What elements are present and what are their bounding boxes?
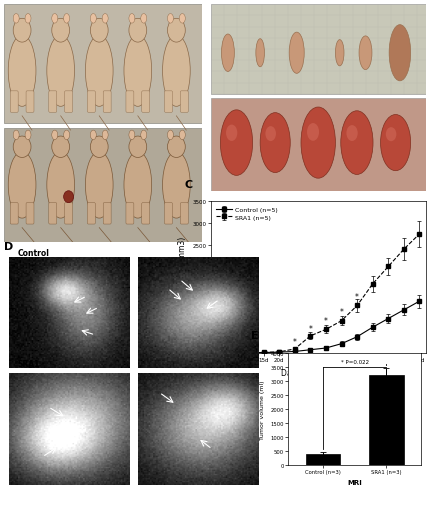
Text: Control: Control [17,248,49,257]
Y-axis label: Tumor volume (ml): Tumor volume (ml) [260,379,265,439]
Ellipse shape [141,15,147,24]
FancyBboxPatch shape [49,203,57,225]
Ellipse shape [52,131,58,140]
Ellipse shape [389,26,411,82]
Bar [369,376,404,465]
Text: *: * [324,317,328,326]
Legend: Control (n=5), SRA1 (n=5): Control (n=5), SRA1 (n=5) [214,205,280,223]
Ellipse shape [307,124,319,141]
Ellipse shape [64,15,70,24]
Ellipse shape [168,137,185,158]
Ellipse shape [220,111,253,176]
FancyBboxPatch shape [10,203,18,225]
Ellipse shape [335,40,344,67]
FancyBboxPatch shape [211,5,426,95]
Ellipse shape [381,115,411,171]
Ellipse shape [129,131,135,140]
Text: *: * [340,308,344,317]
Ellipse shape [289,33,304,74]
Ellipse shape [47,152,74,219]
Ellipse shape [260,114,290,173]
FancyBboxPatch shape [10,92,18,113]
FancyBboxPatch shape [64,203,73,225]
Ellipse shape [301,108,335,179]
FancyBboxPatch shape [87,92,95,113]
Text: SRA1: SRA1 [17,359,40,368]
Text: C: C [185,180,193,190]
Ellipse shape [265,127,276,142]
Ellipse shape [168,15,173,24]
Ellipse shape [25,131,31,140]
Ellipse shape [129,15,135,24]
Ellipse shape [13,131,19,140]
Ellipse shape [86,36,113,107]
Ellipse shape [179,15,185,24]
Ellipse shape [102,15,108,24]
X-axis label: MRI: MRI [347,479,362,485]
X-axis label: Days after injection: Days after injection [280,368,356,377]
Y-axis label: Tumor volume (mm3): Tumor volume (mm3) [178,237,187,319]
FancyBboxPatch shape [211,98,426,192]
Ellipse shape [13,15,19,24]
FancyBboxPatch shape [126,203,134,225]
FancyBboxPatch shape [142,92,150,113]
FancyBboxPatch shape [103,203,111,225]
Ellipse shape [64,131,70,140]
Ellipse shape [124,36,152,107]
Ellipse shape [52,19,70,43]
FancyBboxPatch shape [165,203,172,225]
Text: D: D [4,242,14,252]
Ellipse shape [90,131,96,140]
Ellipse shape [90,15,96,24]
Text: *: * [293,337,297,346]
FancyBboxPatch shape [180,203,188,225]
Ellipse shape [124,152,152,219]
Ellipse shape [163,152,190,219]
Text: E: E [251,330,258,340]
Ellipse shape [221,35,234,72]
Ellipse shape [129,19,147,43]
FancyBboxPatch shape [26,203,34,225]
Ellipse shape [168,19,185,43]
FancyBboxPatch shape [4,128,202,242]
Ellipse shape [90,137,108,158]
Ellipse shape [163,36,190,107]
FancyBboxPatch shape [4,5,202,124]
FancyBboxPatch shape [26,92,34,113]
Ellipse shape [25,15,31,24]
Bar [306,454,341,465]
Ellipse shape [226,125,237,142]
Ellipse shape [341,112,373,175]
Ellipse shape [90,19,108,43]
Ellipse shape [168,131,173,140]
Circle shape [64,191,74,203]
FancyBboxPatch shape [64,92,73,113]
Text: *: * [355,292,359,301]
Ellipse shape [13,137,31,158]
FancyBboxPatch shape [103,92,111,113]
Text: *: * [308,324,312,333]
FancyBboxPatch shape [180,92,188,113]
Ellipse shape [13,19,31,43]
Ellipse shape [8,152,36,219]
Ellipse shape [129,137,147,158]
Ellipse shape [359,37,372,70]
Ellipse shape [386,128,396,142]
Ellipse shape [141,131,147,140]
Text: * P=0.022: * P=0.022 [341,359,369,364]
FancyBboxPatch shape [165,92,172,113]
Ellipse shape [179,131,185,140]
Ellipse shape [8,36,36,107]
Ellipse shape [52,15,58,24]
FancyBboxPatch shape [87,203,95,225]
Ellipse shape [256,39,264,68]
Ellipse shape [47,36,74,107]
FancyBboxPatch shape [126,92,134,113]
FancyBboxPatch shape [142,203,150,225]
Ellipse shape [52,137,70,158]
FancyBboxPatch shape [49,92,57,113]
Ellipse shape [86,152,113,219]
Ellipse shape [347,126,358,142]
Ellipse shape [102,131,108,140]
